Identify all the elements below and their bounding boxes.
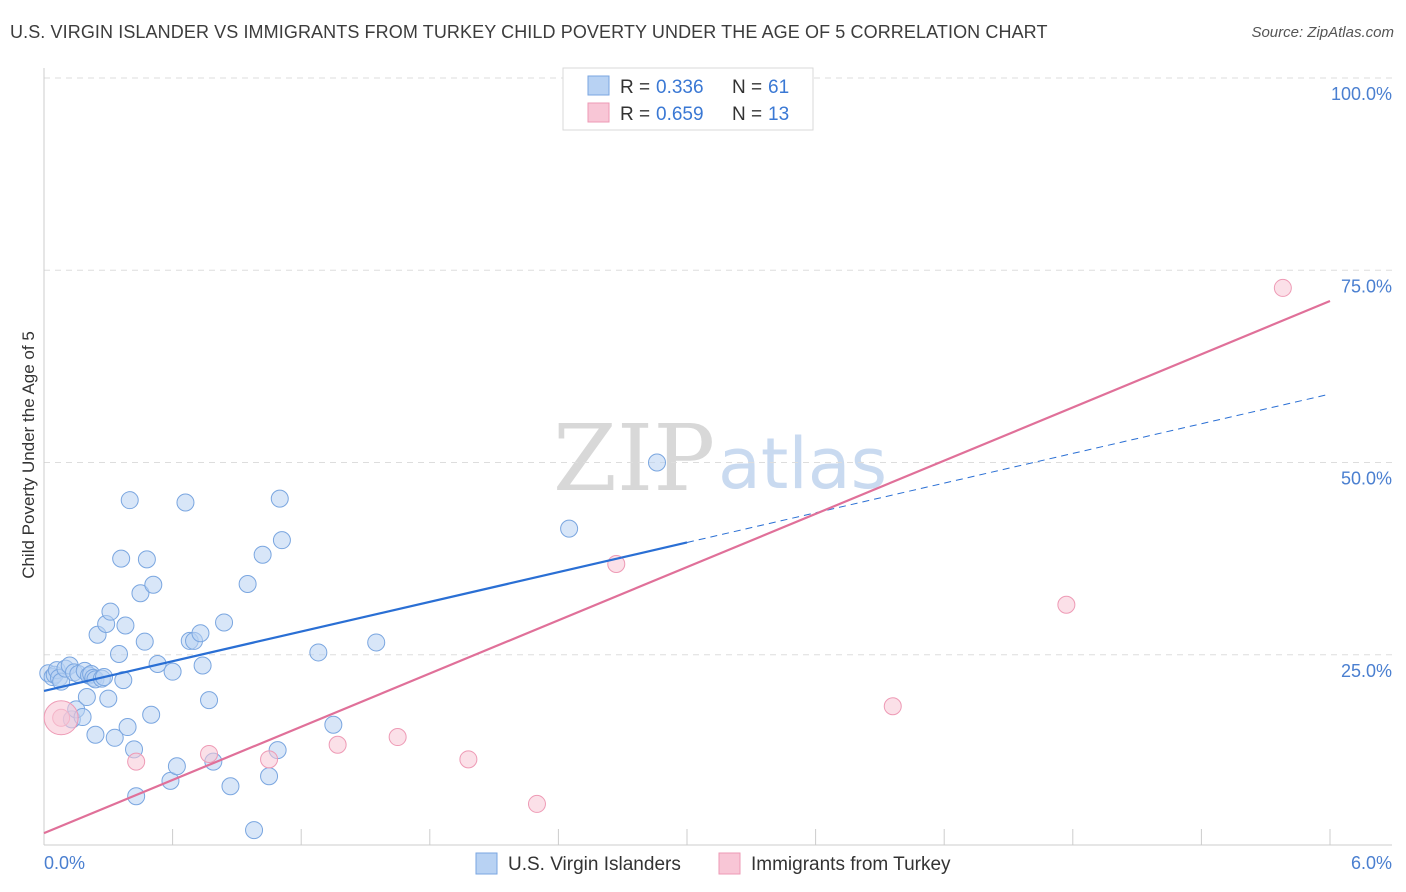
y-tick-label-50: 50.0% <box>1341 469 1392 489</box>
legend-n-value-2: 13 <box>768 104 789 125</box>
turkey-point-1 <box>127 752 146 771</box>
watermark-zip: ZIP <box>553 405 715 512</box>
virgin-islanders-point-32 <box>120 491 139 510</box>
turkey-point-6 <box>459 750 478 769</box>
legend-r-value-2: 0.659 <box>656 104 704 125</box>
legend-n-label-2: N = <box>732 104 762 125</box>
virgin-islanders-point-55 <box>253 545 272 564</box>
turkey-point-10 <box>883 697 902 716</box>
virgin-islanders-point-34 <box>127 787 146 806</box>
virgin-islanders-point-54 <box>245 821 264 840</box>
virgin-islanders-point-63 <box>560 519 579 538</box>
turkey-point-12 <box>1273 278 1292 297</box>
virgin-islanders-point-53 <box>238 575 257 594</box>
virgin-islanders-point-24 <box>99 689 118 708</box>
trend-line-virgin-islanders <box>43 541 688 692</box>
x-tick-label-max: 6.0% <box>1351 853 1392 873</box>
virgin-islanders-point-62 <box>367 633 386 652</box>
chart-title: U.S. VIRGIN ISLANDER VS IMMIGRANTS FROM … <box>10 22 1048 42</box>
legend-n-value-1: 61 <box>768 77 789 98</box>
legend-n-label-1: N = <box>732 77 762 98</box>
y-tick-label-75: 75.0% <box>1341 276 1392 296</box>
x-axis-ticks <box>172 829 1331 845</box>
virgin-islanders-point-47 <box>191 624 210 643</box>
trend-lines <box>43 299 1331 835</box>
legend-r-label-1: R = <box>620 77 650 98</box>
turkey-point-11 <box>1057 595 1076 614</box>
virgin-islanders-point-35 <box>131 584 150 603</box>
virgin-islanders-point-60 <box>309 643 328 662</box>
turkey-point-3 <box>260 750 279 769</box>
y-axis-label: Child Poverty Under the Age of 5 <box>19 331 38 579</box>
virgin-islanders-point-49 <box>200 691 219 710</box>
y-tick-label-100: 100.0% <box>1331 84 1392 104</box>
gridlines <box>44 77 1392 656</box>
trend-line-turkey <box>43 299 1331 835</box>
virgin-islanders-point-19 <box>86 725 105 744</box>
virgin-islanders-point-27 <box>110 644 129 663</box>
virgin-islanders-point-26 <box>105 728 124 747</box>
turkey-point-4 <box>328 735 347 754</box>
legend-r-value-1: 0.336 <box>656 77 704 98</box>
bottom-legend-label-pink: Immigrants from Turkey <box>751 854 951 875</box>
virgin-islanders-point-44 <box>176 493 195 512</box>
y-tick-label-25: 25.0% <box>1341 661 1392 681</box>
trend-line-virgin-islanders-extension <box>686 393 1331 543</box>
virgin-islanders-point-38 <box>142 705 161 724</box>
virgin-islanders-point-48 <box>193 656 212 675</box>
series-virgin-islanders <box>39 453 666 840</box>
turkey-point-large <box>43 700 79 736</box>
virgin-islanders-point-30 <box>116 616 135 635</box>
legend-swatch-pink <box>587 102 610 123</box>
top-legend: R = 0.336 N = 61 R = 0.659 N = 13 <box>562 67 814 131</box>
bottom-legend-label-blue: U.S. Virgin Islanders <box>508 854 681 875</box>
virgin-islanders-point-42 <box>163 662 182 681</box>
virgin-islanders-point-58 <box>270 489 289 508</box>
virgin-islanders-point-25 <box>101 602 120 621</box>
x-tick-label-min: 0.0% <box>44 853 85 873</box>
bottom-legend: U.S. Virgin Islanders Immigrants from Tu… <box>475 852 951 875</box>
bottom-legend-swatch-blue <box>475 852 498 875</box>
bottom-legend-swatch-pink <box>718 852 741 875</box>
virgin-islanders-point-31 <box>118 718 137 737</box>
virgin-islanders-point-43 <box>167 757 186 776</box>
y-tick-labels: 25.0% 50.0% 75.0% 100.0% <box>1331 84 1392 681</box>
virgin-islanders-point-64 <box>647 453 666 472</box>
virgin-islanders-point-59 <box>272 531 291 550</box>
virgin-islanders-point-51 <box>215 613 234 632</box>
legend-swatch-blue <box>587 75 610 96</box>
virgin-islanders-point-14 <box>77 688 96 707</box>
virgin-islanders-point-52 <box>221 777 240 796</box>
virgin-islanders-point-39 <box>144 575 163 594</box>
turkey-point-5 <box>388 728 407 747</box>
virgin-islanders-point-37 <box>137 550 156 569</box>
virgin-islanders-point-56 <box>260 767 279 786</box>
virgin-islanders-point-61 <box>324 715 343 734</box>
legend-r-label-2: R = <box>620 104 650 125</box>
virgin-islanders-point-36 <box>135 632 154 651</box>
virgin-islanders-point-28 <box>112 549 131 568</box>
chart-source: Source: ZipAtlas.com <box>1251 24 1394 41</box>
turkey-point-7 <box>527 794 546 813</box>
turkey-point-2 <box>200 744 219 763</box>
watermark-atlas: atlas <box>718 423 887 505</box>
